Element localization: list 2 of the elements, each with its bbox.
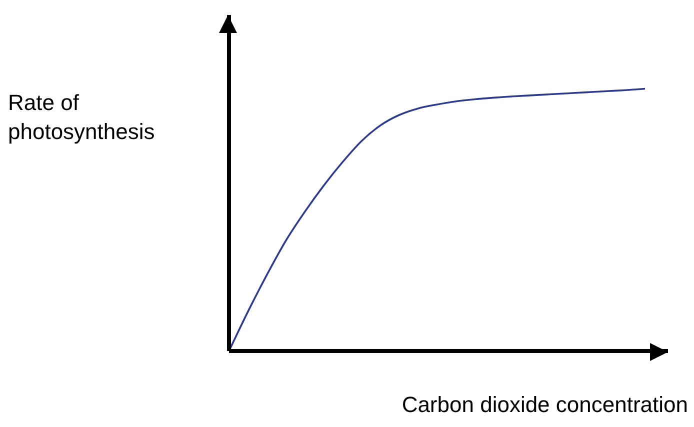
x-axis-title: Carbon dioxide concentration [402, 392, 688, 418]
y-axis-title: Rate of photosynthesis [8, 89, 155, 146]
